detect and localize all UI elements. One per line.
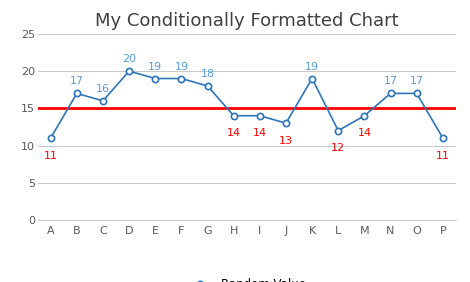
Random Value: [100, 99, 106, 103]
Text: 17: 17: [384, 76, 398, 87]
Text: 12: 12: [331, 143, 345, 153]
Line: Random Value: Random Value: [47, 68, 446, 141]
Random Value: [440, 136, 446, 140]
Text: 14: 14: [253, 128, 267, 138]
Random Value: [205, 84, 211, 88]
Random Value: [126, 69, 132, 73]
Random Value: [361, 114, 367, 117]
Random Value: [179, 77, 184, 80]
Text: 11: 11: [44, 151, 58, 160]
Text: 19: 19: [305, 61, 319, 72]
Text: 17: 17: [70, 76, 84, 87]
Text: 16: 16: [96, 84, 110, 94]
Random Value: [74, 92, 79, 95]
Text: 18: 18: [201, 69, 215, 79]
Text: 11: 11: [436, 151, 450, 160]
Random Value: [336, 129, 341, 132]
Text: 17: 17: [410, 76, 424, 87]
Legend: Random Value: Random Value: [188, 278, 306, 282]
Text: 20: 20: [122, 54, 136, 64]
Title: My Conditionally Formatted Chart: My Conditionally Formatted Chart: [95, 12, 399, 30]
Random Value: [414, 92, 420, 95]
Random Value: [231, 114, 236, 117]
Text: 19: 19: [148, 61, 162, 72]
Random Value: [283, 122, 289, 125]
Text: 14: 14: [227, 128, 241, 138]
Random Value: [309, 77, 315, 80]
Text: 13: 13: [279, 136, 293, 146]
Random Value: [388, 92, 393, 95]
Text: 14: 14: [357, 128, 371, 138]
Random Value: [152, 77, 158, 80]
Random Value: [48, 136, 54, 140]
Text: 19: 19: [174, 61, 188, 72]
Random Value: [257, 114, 263, 117]
